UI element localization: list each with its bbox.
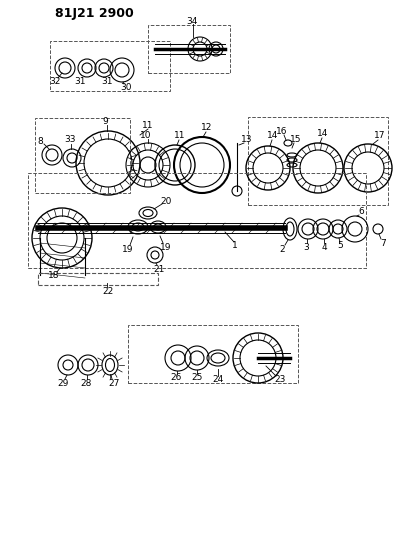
Text: 10: 10 — [140, 131, 152, 140]
Text: 14: 14 — [317, 130, 329, 139]
Bar — [248, 117, 388, 205]
Text: 12: 12 — [201, 124, 213, 133]
Text: 19: 19 — [122, 245, 134, 254]
Bar — [28, 173, 366, 268]
Text: 26: 26 — [170, 374, 182, 383]
Text: 7: 7 — [380, 238, 386, 247]
Text: 23: 23 — [274, 376, 286, 384]
Text: 14: 14 — [267, 132, 279, 141]
Text: 31: 31 — [74, 77, 86, 86]
Bar — [148, 25, 230, 73]
Text: 28: 28 — [80, 378, 92, 387]
Text: 21: 21 — [153, 264, 165, 273]
Text: 31: 31 — [101, 77, 113, 86]
Text: 32: 32 — [49, 77, 60, 86]
Text: 3: 3 — [303, 243, 309, 252]
Bar — [50, 41, 170, 91]
Text: 13: 13 — [241, 135, 253, 144]
Text: 33: 33 — [64, 135, 76, 144]
Bar — [35, 118, 130, 193]
Text: 27: 27 — [108, 378, 120, 387]
Text: 8: 8 — [37, 136, 43, 146]
Text: 11: 11 — [174, 132, 186, 141]
Text: 22: 22 — [102, 287, 113, 295]
Text: 34: 34 — [186, 17, 198, 26]
Text: 5: 5 — [337, 241, 343, 251]
Text: 9: 9 — [102, 117, 108, 125]
Text: 15: 15 — [290, 135, 302, 144]
Text: 81J21 2900: 81J21 2900 — [55, 6, 134, 20]
Text: 16: 16 — [276, 127, 288, 136]
Text: 6: 6 — [358, 206, 364, 215]
Text: 11: 11 — [142, 120, 154, 130]
Text: 19: 19 — [160, 243, 172, 252]
Text: 1: 1 — [232, 241, 238, 251]
Text: 2: 2 — [279, 245, 285, 254]
Text: 20: 20 — [160, 197, 172, 206]
Bar — [38, 273, 158, 285]
Text: 18: 18 — [48, 271, 60, 280]
Text: 30: 30 — [120, 84, 132, 93]
Text: 29: 29 — [57, 378, 69, 387]
Bar — [128, 325, 298, 383]
Text: 25: 25 — [191, 374, 203, 383]
Text: 24: 24 — [213, 376, 224, 384]
Text: 4: 4 — [321, 243, 327, 252]
Text: 17: 17 — [374, 132, 386, 141]
